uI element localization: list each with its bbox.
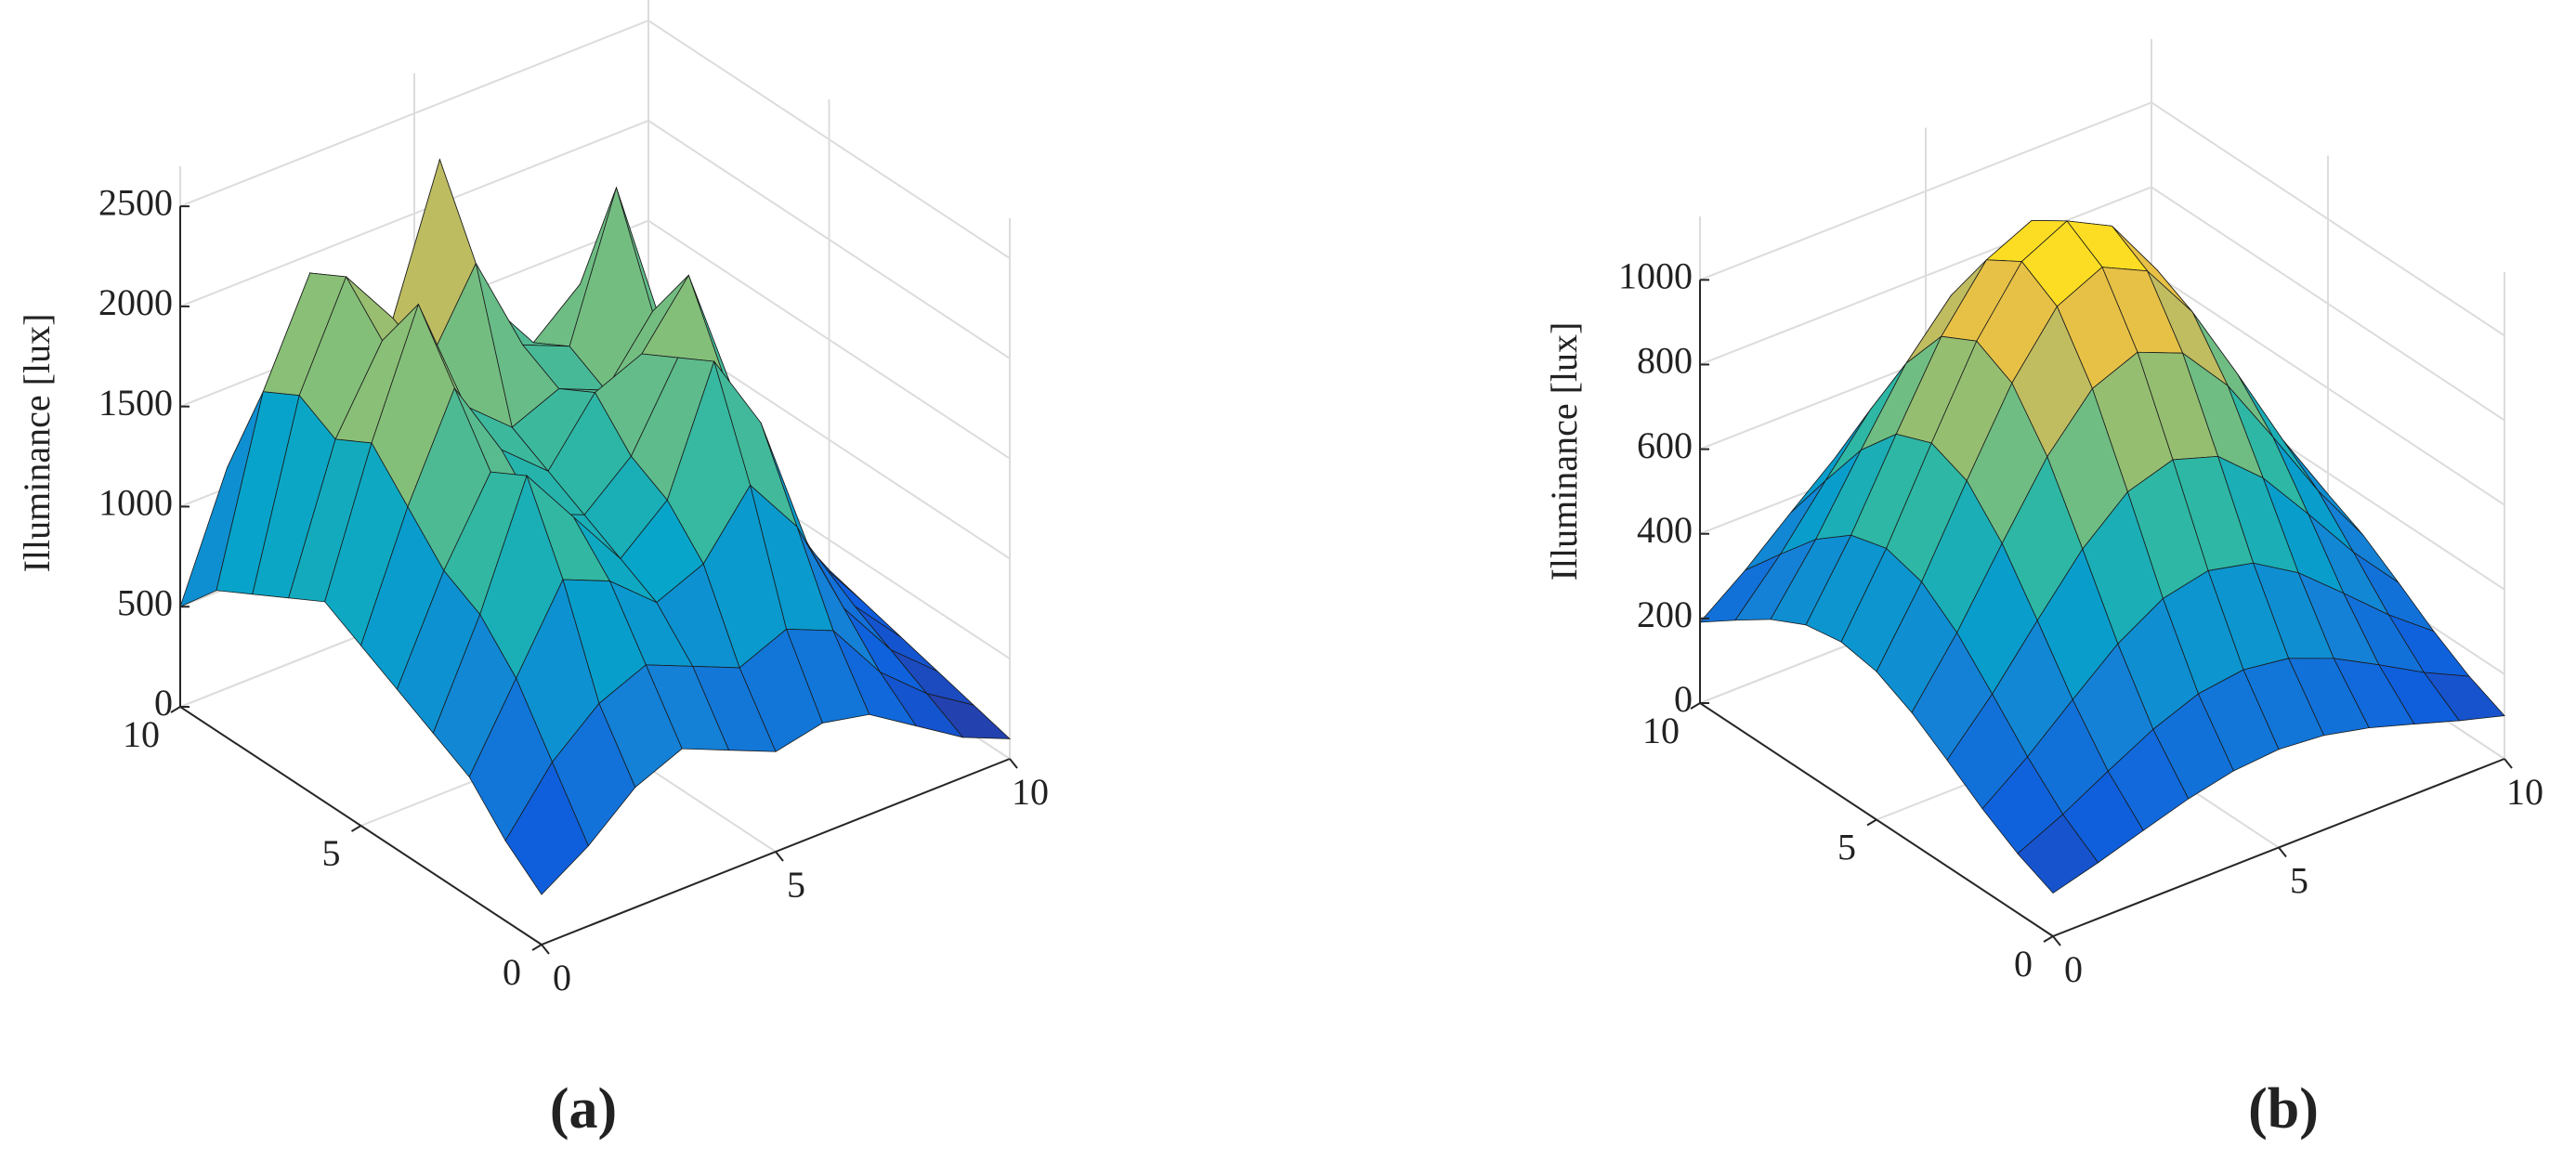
z-tick-label: 2000 — [98, 281, 173, 323]
x-tick-label: 0 — [2064, 948, 2083, 990]
x-tick-label: 5 — [787, 864, 805, 906]
y-tick-label: 5 — [322, 832, 341, 874]
panel-caption: (a) — [550, 1077, 617, 1141]
y-tick — [531, 944, 543, 951]
y-tick-label: 0 — [2014, 943, 2033, 985]
x-tick — [2504, 758, 2513, 769]
y-tick — [1866, 818, 1877, 827]
y-tick-label: 10 — [1642, 710, 1680, 751]
panel-caption: (b) — [2248, 1077, 2319, 1141]
surface-cell — [504, 761, 589, 895]
z-tick-label: 600 — [1637, 424, 1693, 466]
y-tick-label: 0 — [503, 951, 521, 993]
x-tick-label: 10 — [1012, 771, 1049, 813]
z-tick-label: 500 — [117, 581, 173, 623]
z-axis-label: Illuminance [lux] — [1543, 322, 1585, 581]
x-tick — [541, 944, 550, 955]
x-tick-label: 0 — [553, 957, 571, 998]
y-tick — [2043, 935, 2054, 943]
surface-panel: 0510051005001000150020002500Illuminance … — [16, 0, 1049, 1141]
z-tick-label: 1000 — [1618, 255, 1693, 297]
z-tick-label: 2500 — [98, 181, 173, 223]
x-tick — [2278, 846, 2287, 858]
x-tick-label: 10 — [2506, 771, 2543, 813]
z-tick-label: 1500 — [98, 382, 173, 424]
z-tick-label: 0 — [154, 682, 173, 724]
x-tick — [2052, 935, 2061, 946]
x-tick — [1009, 758, 1018, 769]
y-tick — [1690, 702, 1701, 710]
x-tick — [775, 851, 784, 862]
y-tick-label: 10 — [123, 713, 160, 755]
z-axis-label: Illuminance [lux] — [16, 314, 58, 573]
x-tick-label: 5 — [2290, 860, 2308, 902]
z-tick-label: 400 — [1637, 509, 1693, 551]
surface-cell — [2017, 814, 2099, 894]
z-grid-line — [179, 19, 1011, 259]
z-tick-label: 800 — [1637, 340, 1693, 382]
z-tick-label: 0 — [1674, 678, 1693, 720]
z-tick-label: 200 — [1637, 594, 1693, 635]
y-tick-label: 5 — [1837, 827, 1856, 868]
z-tick-label: 1000 — [98, 482, 173, 524]
y-tick — [170, 706, 181, 713]
y-tick — [350, 825, 362, 832]
